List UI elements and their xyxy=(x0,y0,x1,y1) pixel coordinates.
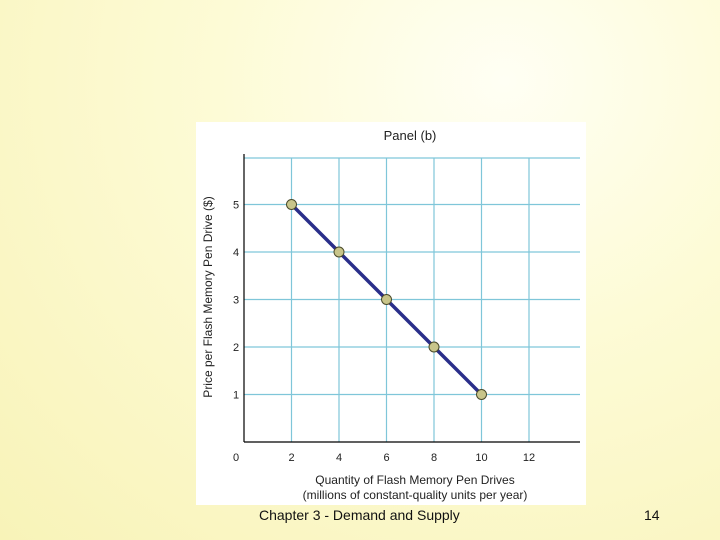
series-layer xyxy=(286,199,487,400)
chart-figure: Panel (b) 0 2 4 6 8 10 12 1 2 3 4 5 Price per Flash… xyxy=(196,122,586,505)
data-point xyxy=(286,199,297,210)
y-axis-label: Price per Flash Memory Pen Drive ($) xyxy=(201,196,215,397)
x-tick-label: 4 xyxy=(336,452,342,464)
y-tick-label: 4 xyxy=(233,247,239,259)
slide-footer-title: Chapter 3 - Demand and Supply xyxy=(259,507,460,523)
data-point xyxy=(428,341,440,353)
chart-title: Panel (b) xyxy=(384,128,437,143)
x-tick-label: 12 xyxy=(523,452,535,464)
x-tick-label: 8 xyxy=(431,452,437,464)
y-tick-label: 5 xyxy=(233,200,239,212)
slide-page-number: 14 xyxy=(644,507,660,523)
grid-layer xyxy=(243,154,580,443)
x-tick-label: 2 xyxy=(288,452,294,464)
x-tick-label: 0 xyxy=(233,452,239,464)
y-tick-label: 3 xyxy=(233,295,239,307)
x-tick-label: 6 xyxy=(383,452,389,464)
y-tick-label: 1 xyxy=(233,390,239,402)
data-point xyxy=(333,246,345,258)
x-axis-label-line2: (millions of constant-quality units per … xyxy=(303,488,528,502)
y-tick-label: 2 xyxy=(233,342,239,354)
data-point xyxy=(476,389,487,400)
data-point xyxy=(381,294,392,305)
x-tick-label: 10 xyxy=(475,452,487,464)
x-axis-label: Quantity of Flash Memory Pen Drives xyxy=(315,473,514,487)
